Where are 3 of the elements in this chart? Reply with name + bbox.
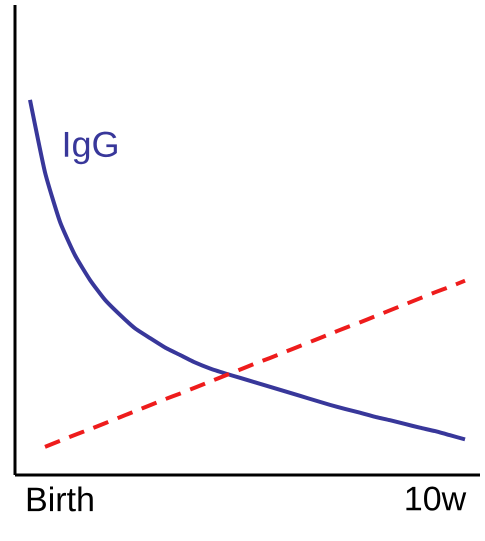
x-tick-label: 10w: [406, 486, 466, 511]
x-tick-label: Birth: [28, 486, 93, 512]
series-label: IgG: [64, 132, 117, 164]
